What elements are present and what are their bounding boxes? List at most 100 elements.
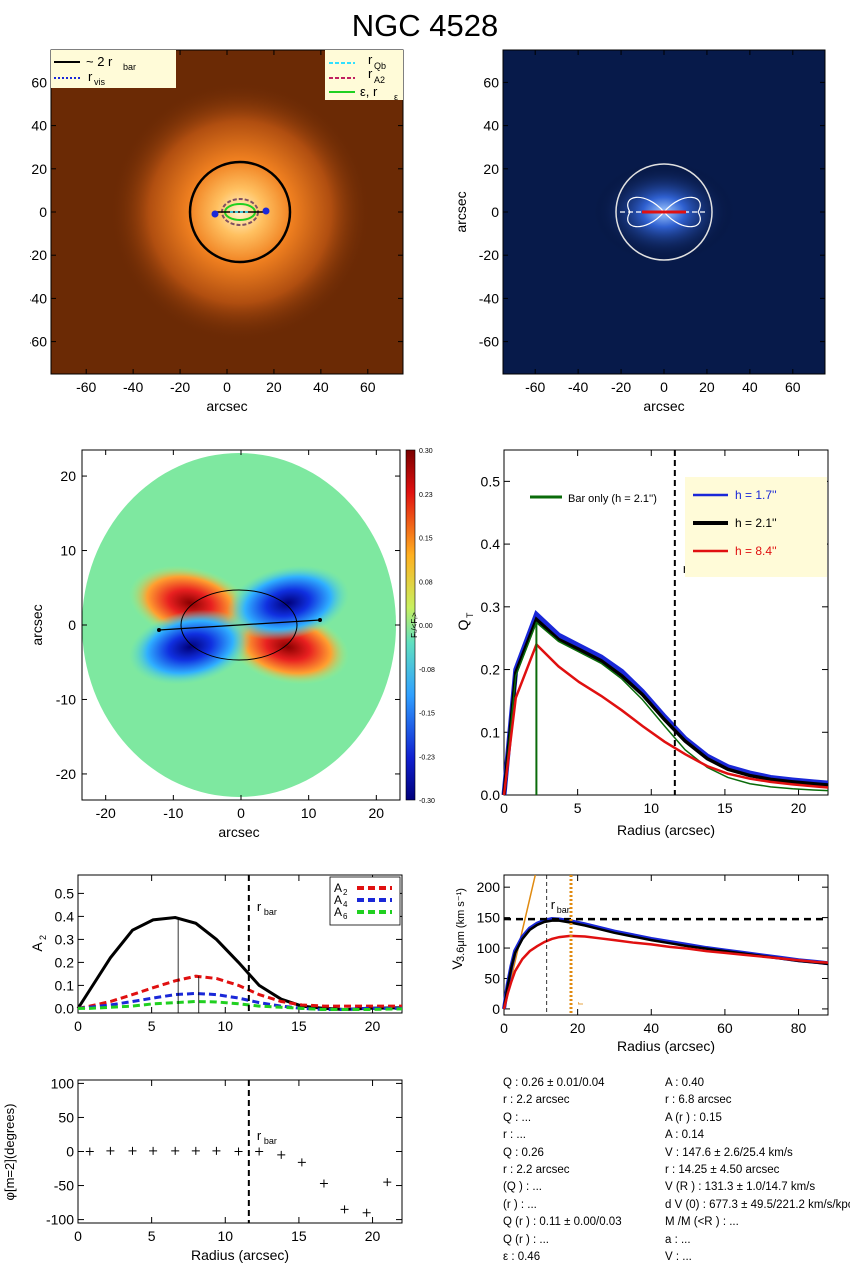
data-point <box>106 1146 115 1155</box>
x-tick-label: 5 <box>148 1228 156 1244</box>
stat-line: (Q ) : ... <box>503 1181 542 1194</box>
x-tick-label: 80 <box>791 1020 807 1036</box>
stat-line: a : ... <box>665 1233 691 1246</box>
data-point <box>212 1146 221 1155</box>
stat-line: Q (r ) : 0.11 ± 0.00/0.03 <box>503 1216 622 1229</box>
series-line <box>503 621 829 796</box>
bar-endpoint <box>262 207 270 215</box>
stat-line: r : 2.2 arcsec <box>503 1094 570 1107</box>
legend-label: A <box>334 905 342 919</box>
y-axis-label: arcsec <box>30 191 31 232</box>
x-tick-label: 15 <box>717 800 733 816</box>
data-point <box>340 1205 349 1214</box>
y-tick-label: -20 <box>30 247 47 263</box>
legend-label: ε <box>394 92 398 102</box>
x-axis-label: arcsec <box>643 398 684 414</box>
y-tick-label: 20 <box>31 161 47 177</box>
y-axis-label: A <box>30 942 45 952</box>
data-point <box>255 1147 264 1156</box>
x-tick-label: 10 <box>217 1018 233 1034</box>
x-axis-label: arcsec <box>206 398 247 414</box>
legend-label: A2 <box>374 75 385 85</box>
stat-line: Q : 0.26 ± 0.01/0.04 <box>503 1077 605 1089</box>
y-tick-label: 0.2 <box>481 662 501 678</box>
y-tick-label: 150 <box>477 910 501 926</box>
legend-subscript: 2 <box>343 888 348 897</box>
bar-circle <box>615 163 713 261</box>
legend-label: r <box>368 66 373 81</box>
axes-frame <box>503 449 829 796</box>
x-axis-label: arcsec <box>218 824 259 840</box>
data-point <box>128 1146 137 1155</box>
x-axis-label: Radius (arcsec) <box>617 822 715 838</box>
x-tick-label: -60 <box>525 379 545 395</box>
data-point <box>149 1146 158 1155</box>
rmax-label: r <box>575 1002 585 1005</box>
x-tick-label: 0 <box>74 1228 82 1244</box>
x-tick-label: 60 <box>785 379 801 395</box>
y-tick-label: 0 <box>66 1144 74 1160</box>
y-axis-label: arcsec <box>453 191 469 232</box>
y-axis-label: V <box>450 960 465 970</box>
x-axis-label: Radius (arcsec) <box>191 1247 289 1263</box>
x-tick-label: 20 <box>791 800 807 816</box>
phase-profile-chart: 0 5 10 15 20 100 50 0 -50 -100 r bar Radius (arcsec)… <box>2 1075 403 1263</box>
legend-label: r <box>88 69 93 84</box>
x-tick-label: 5 <box>574 800 582 816</box>
y-tick-label: -40 <box>30 290 47 306</box>
x-axis-label: Radius (arcsec) <box>617 1038 715 1054</box>
y-tick-label: 0.1 <box>481 724 501 740</box>
y-axis-units: 3.6μm (km s⁻¹) <box>455 888 467 962</box>
y-tick-label: -60 <box>479 334 499 350</box>
y-tick-label: 40 <box>31 118 47 134</box>
data-point <box>383 1178 392 1187</box>
colorbar-tick-label: -0.23 <box>419 754 435 761</box>
page-title: NGC 4528 <box>351 8 499 43</box>
stat-line: r : 14.25 ± 4.50 arcsec <box>665 1163 780 1176</box>
bar-endpoint <box>211 210 219 218</box>
legend-subscript: 4 <box>343 900 348 909</box>
x-tick-label: 60 <box>360 379 376 395</box>
y-tick-label: 0.2 <box>55 954 75 970</box>
y-tick-label: -40 <box>479 290 499 306</box>
colorbar-tick-label: -0.30 <box>419 798 435 805</box>
stat-line: A : 0.40 <box>665 1077 705 1089</box>
legend-left-box <box>51 50 176 88</box>
stat-line: d V (0) : 677.3 ± 49.5/221.2 km/s/kpc <box>665 1198 850 1211</box>
rbar-label: r <box>257 899 262 914</box>
stat-line: A : 0.14 <box>665 1129 705 1142</box>
x-tick-label: 10 <box>301 805 317 821</box>
legend-label: h = 8.4'' <box>735 544 777 558</box>
x-tick-label: -40 <box>568 379 588 395</box>
force-map-panel: -60 -40 -20 0 20 40 60 60 40 20 0 -20 -40 -60 arcsec… <box>453 49 826 414</box>
y-tick-label: 0.1 <box>55 977 75 993</box>
legend-label: bar <box>123 62 136 72</box>
x-tick-label: -10 <box>163 805 183 821</box>
axes-frame <box>77 874 403 1014</box>
rbar-subscript: bar <box>264 907 277 917</box>
y-tick-label: 0.4 <box>481 536 501 552</box>
y-tick-label: 50 <box>484 970 500 986</box>
data-point <box>191 1146 200 1155</box>
y-tick-label: 60 <box>31 74 47 90</box>
series-line <box>78 999 403 1012</box>
galaxy-image-panel: -60 -40 -20 0 20 40 60 60 40 20 0 -20 -40 -60 arcsec… <box>30 49 404 414</box>
x-tick-label: 0 <box>237 805 245 821</box>
x-tick-label: -20 <box>611 379 631 395</box>
y-tick-label: -100 <box>46 1212 74 1228</box>
stat-line: r : 6.8 arcsec <box>665 1094 732 1107</box>
data-point <box>362 1208 371 1217</box>
bar-axis-line <box>158 619 321 631</box>
series-line <box>502 917 829 1010</box>
qt-map-panel: -20 -10 0 10 20 20 10 0 -10 -20 arcsec arcsec 0.… <box>30 448 435 840</box>
series-line <box>77 991 402 1012</box>
legend-box <box>329 876 401 926</box>
colorbar-tick-label: -0.08 <box>419 667 435 674</box>
stat-line: V (R ) : 131.3 ± 1.0/14.7 km/s <box>665 1181 816 1194</box>
y-tick-label: 0.0 <box>481 787 501 803</box>
colorbar-tick-label: 0.30 <box>419 448 433 455</box>
data-point <box>85 1147 94 1156</box>
y-tick-label: 50 <box>58 1109 74 1125</box>
